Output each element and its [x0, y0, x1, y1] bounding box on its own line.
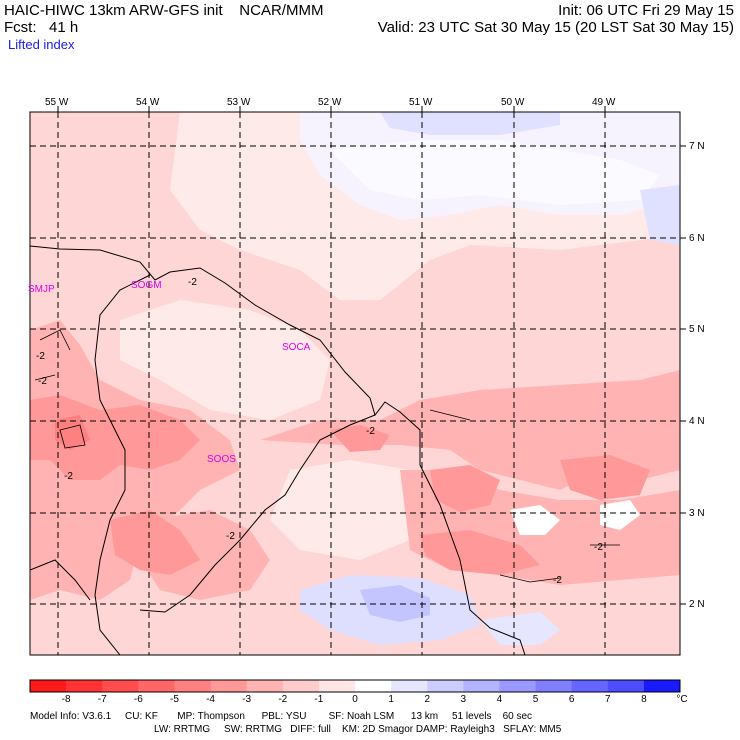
colorbar-tick-label: -2: [278, 694, 288, 705]
map-frame: [29, 111, 681, 656]
colorbar-swatch: [535, 680, 573, 692]
border: [139, 414, 376, 613]
field-stable-area: [480, 612, 560, 645]
colorbar-swatch: [30, 680, 67, 692]
colorbar-tick-label: -8: [61, 694, 71, 705]
colorbar-tick-label: -1: [314, 694, 324, 705]
colorbar-tick-label: -4: [206, 694, 215, 705]
field-white-area: [600, 500, 640, 530]
forecast-hour: Fcst: 41 h: [4, 19, 79, 36]
colorbar-tick-label: 4: [496, 694, 503, 705]
model-title: HAIC-HIWC 13km ARW-GFS init NCAR/MMM: [4, 2, 324, 19]
lat-label: 2 N: [689, 599, 705, 610]
lat-label: 4 N: [689, 416, 705, 427]
station-label: SMJP: [28, 284, 55, 295]
contour-label: -2: [36, 351, 45, 362]
colorbar-tick-label: 1: [388, 694, 394, 705]
colorbar-frame: [29, 679, 681, 693]
contour-label: -2: [553, 575, 562, 586]
field-strong-area: [420, 530, 540, 575]
contour-label: -2: [38, 376, 47, 387]
colorbar-swatch: [427, 680, 464, 692]
colorbar-tick-label: -6: [133, 694, 143, 705]
field-strong-area: [110, 510, 200, 575]
field-name: Lifted index: [8, 37, 75, 52]
station-label: SOOS: [207, 454, 236, 465]
colorbar-swatch: [571, 680, 609, 692]
colorbar-swatch: [463, 680, 500, 692]
colorbar-swatch: [210, 680, 248, 692]
colorbar-swatch: [643, 680, 681, 692]
colorbar-tick-label: 7: [604, 694, 611, 705]
colorbar-tick-label: 5: [532, 694, 539, 705]
colorbar-swatch: [499, 680, 537, 692]
lat-label: 3 N: [689, 508, 705, 519]
field-light-area: [330, 140, 660, 205]
contour-label: -2: [226, 531, 235, 542]
lon-label: 49 W: [592, 97, 616, 108]
init-time: Init: 06 UTC Fri 29 May 15: [558, 2, 734, 19]
field-strong-area: [30, 395, 200, 480]
lon-label: 52 W: [318, 97, 342, 108]
lon-label: 50 W: [501, 97, 525, 108]
lon-label: 53 W: [227, 97, 251, 108]
contour-label: -2: [594, 542, 603, 553]
colorbar-swatch: [138, 680, 175, 692]
field-stable-area: [640, 185, 680, 245]
lon-label: 55 W: [45, 97, 69, 108]
colorbar-swatch: [102, 680, 139, 692]
field-strong-area: [330, 425, 390, 452]
lon-label: 54 W: [136, 97, 160, 108]
colorbar-tick-label: -7: [97, 694, 107, 705]
colorbar-swatch: [282, 680, 320, 692]
station-label: SOGM: [131, 280, 162, 291]
lat-label: 5 N: [689, 324, 705, 335]
lat-label: 7 N: [689, 141, 705, 152]
colorbar-swatch: [174, 680, 212, 692]
colorbar-tick-label: 3: [460, 694, 467, 705]
colorbar-swatch: [355, 680, 392, 692]
border: [94, 274, 151, 655]
colorbar-tick-label: 0: [352, 694, 358, 705]
colorbar-unit: °C: [676, 694, 688, 705]
field-strong-area: [430, 465, 500, 512]
colorbar-swatch: [607, 680, 645, 692]
contour-label: -2: [64, 471, 73, 482]
model-info-line1: Model Info: V3.6.1 CU: KF MP: Thompson P…: [30, 711, 533, 722]
colorbar-swatch: [246, 680, 284, 692]
contour-label: -2: [366, 426, 375, 437]
colorbar-tick-label: -5: [169, 694, 179, 705]
colorbar-swatch: [318, 680, 356, 692]
colorbar-swatch: [66, 680, 103, 692]
lat-lon-grid: [30, 112, 680, 655]
coastline: [30, 245, 526, 655]
field-stable-area: [380, 112, 560, 135]
field-light-area: [120, 300, 330, 420]
station-label: SOCA: [282, 342, 311, 353]
colorbar-tick-label: 2: [424, 694, 430, 705]
model-info-line2: LW: RRTMG SW: RRTMG DIFF: full KM: 2D Sm…: [154, 724, 562, 735]
colorbar-tick-label: -3: [242, 694, 252, 705]
valid-time: Valid: 23 UTC Sat 30 May 15 (20 LST Sat …: [377, 19, 734, 36]
contour-label: -2: [188, 277, 197, 288]
colorbar-swatch: [391, 680, 428, 692]
colorbar-tick-label: 8: [641, 694, 647, 705]
contour-line: [34, 329, 620, 583]
border: [30, 559, 91, 601]
colorbar: [30, 680, 681, 692]
lat-label: 6 N: [689, 233, 705, 244]
colorbar-tick-label: 6: [568, 694, 575, 705]
field-light-area: [270, 460, 430, 560]
lon-label: 51 W: [409, 97, 433, 108]
field-strong-area: [55, 415, 90, 450]
